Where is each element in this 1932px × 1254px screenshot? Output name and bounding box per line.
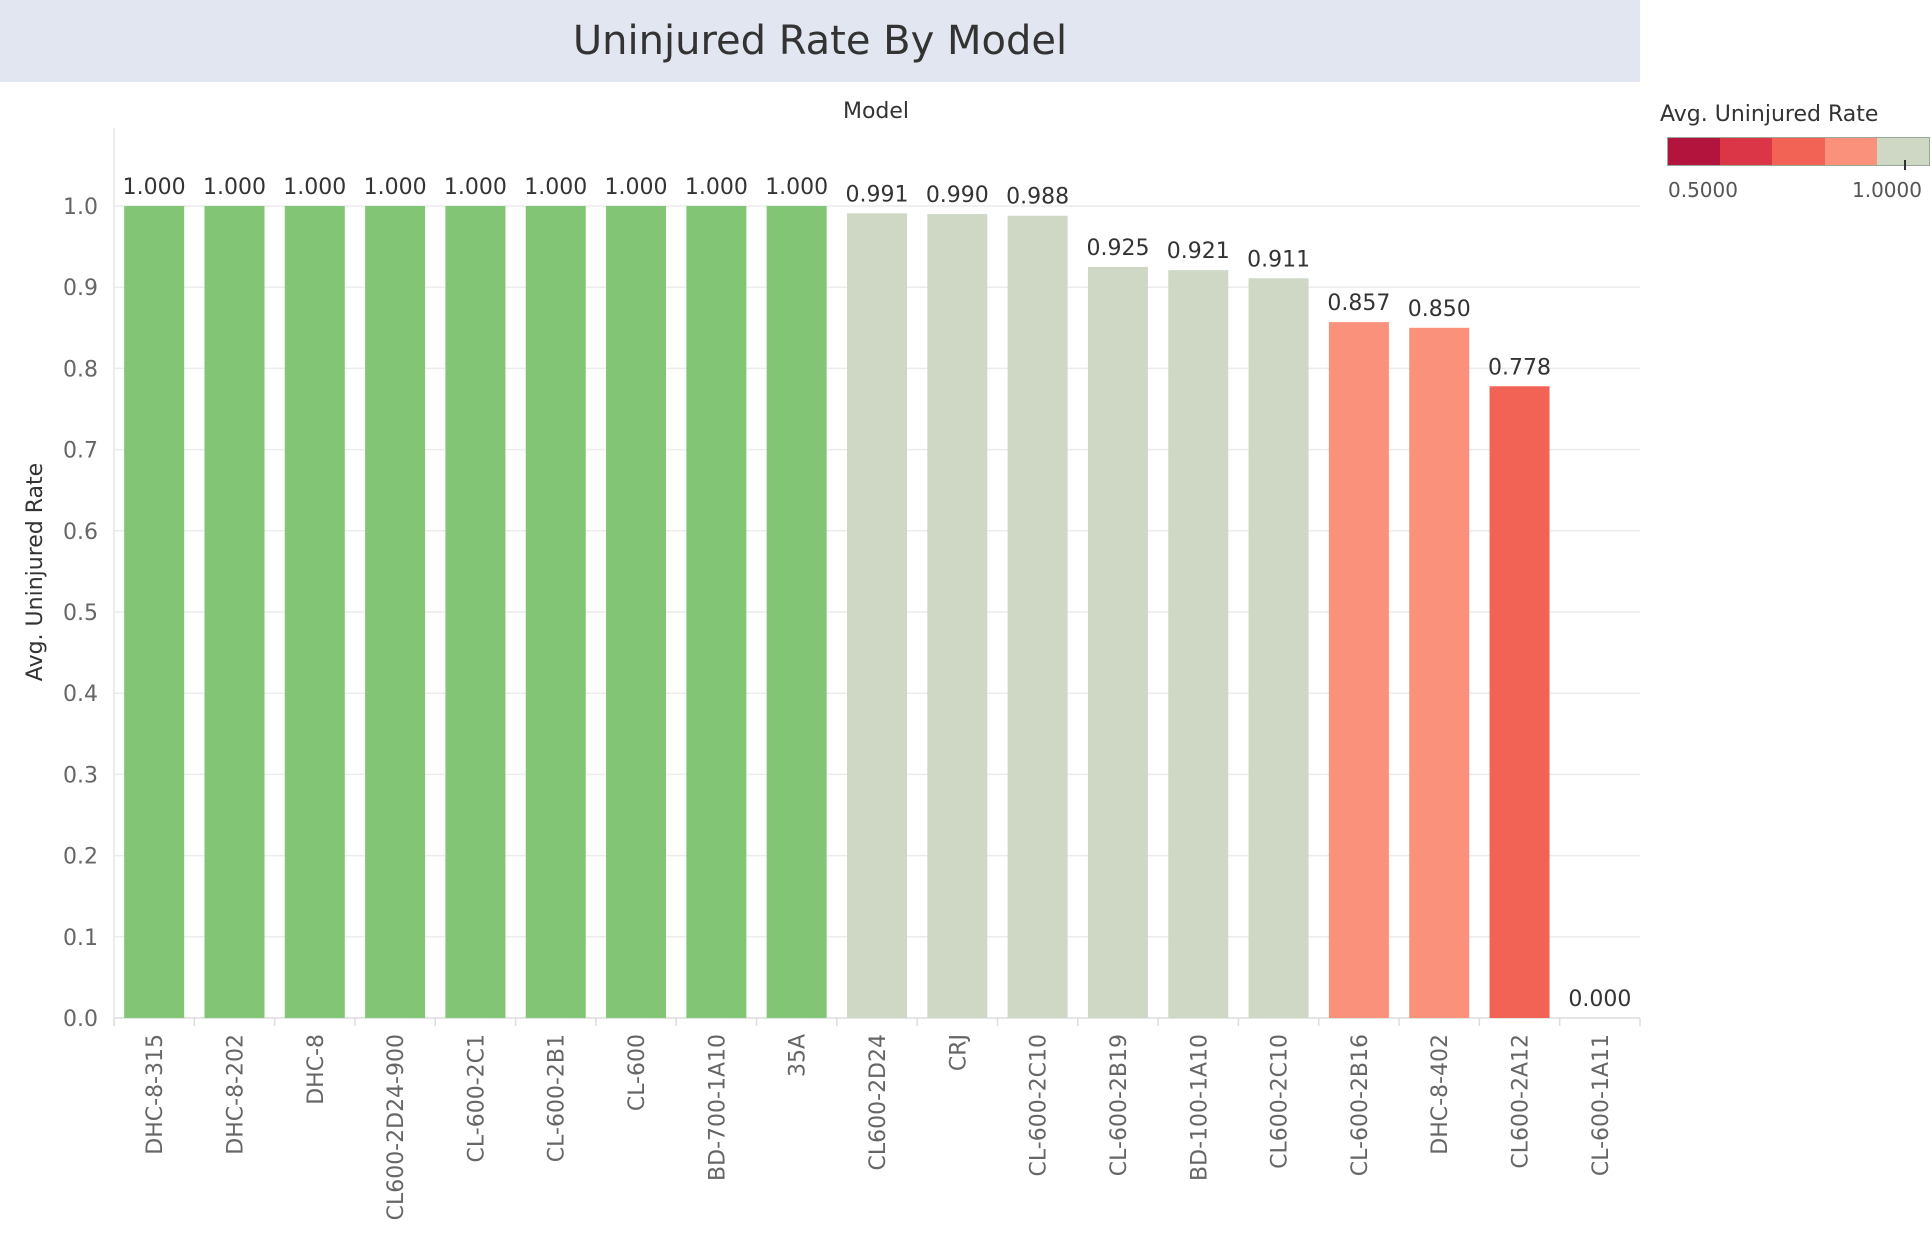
x-tick-label: CL600-2A12 [1509, 1034, 1534, 1169]
bar [284, 206, 345, 1018]
y-tick-label: 0.8 [63, 357, 98, 382]
y-tick-label: 0.1 [63, 926, 98, 951]
bar-value-label: 0.850 [1408, 297, 1471, 322]
bar [1007, 215, 1068, 1018]
bar-value-label: 0.991 [846, 182, 909, 207]
legend-max-label: 1.0000 [1852, 178, 1922, 202]
bar [847, 213, 907, 1019]
x-tick-label: CL600-2D24-900 [384, 1034, 409, 1220]
y-tick-label: 0.5 [63, 601, 98, 626]
x-tick-label: DHC-8-402 [1428, 1034, 1453, 1155]
bar [606, 206, 667, 1018]
title-bar: Uninjured Rate By Model [0, 0, 1640, 82]
x-tick-label: CRJ [946, 1034, 971, 1071]
x-tick-label: BD-100-1A10 [1187, 1034, 1212, 1181]
column-header-label: Model [843, 99, 909, 124]
y-tick-label: 0.3 [63, 763, 98, 788]
bar-value-label: 1.000 [283, 175, 346, 200]
x-tick-label: BD-700-1A10 [705, 1034, 730, 1181]
legend-title: Avg. Uninjured Rate [1660, 102, 1879, 127]
x-tick-label: DHC-8-315 [143, 1034, 168, 1155]
bar [124, 206, 185, 1018]
legend-swatch [1824, 138, 1877, 165]
bar-value-label: 1.000 [203, 175, 266, 200]
bar-value-label: 1.000 [685, 175, 748, 200]
bar-value-label: 1.000 [444, 175, 507, 200]
bar [525, 206, 586, 1018]
y-tick-label: 1.0 [63, 195, 98, 220]
legend-tick-mark [1904, 160, 1906, 170]
legend-min-label: 0.5000 [1668, 178, 1738, 202]
x-tick-label: CL-600-2C10 [1027, 1034, 1052, 1176]
legend-swatch [1876, 138, 1930, 165]
y-tick-label: 0.2 [63, 845, 98, 870]
legend-swatch [1720, 138, 1773, 165]
bar [204, 206, 265, 1018]
bar-value-label: 1.000 [123, 175, 186, 200]
x-tick-label: CL600-2C10 [1268, 1034, 1293, 1169]
bar [686, 206, 747, 1018]
bar [1087, 266, 1148, 1018]
bar-value-label: 0.925 [1086, 236, 1149, 261]
bar [1328, 322, 1389, 1019]
y-tick-label: 0.7 [63, 439, 98, 464]
bar [1248, 278, 1309, 1018]
x-tick-label: CL-600-2B1 [545, 1034, 570, 1162]
bar-value-label: 0.000 [1568, 987, 1631, 1012]
legend-swatch [1668, 138, 1721, 165]
bar [1409, 327, 1470, 1018]
bar [927, 214, 988, 1018]
y-tick-label: 0.4 [63, 682, 98, 707]
bar-value-label: 0.990 [926, 183, 989, 208]
x-tick-label: CL-600-2B19 [1107, 1034, 1132, 1176]
bar-value-label: 0.988 [1006, 185, 1069, 210]
y-axis-title: Avg. Uninjured Rate [23, 463, 48, 681]
color-legend-gradient [1667, 137, 1930, 166]
legend-swatch [1772, 138, 1825, 165]
y-tick-label: 0.0 [63, 1007, 98, 1032]
bar [766, 206, 827, 1018]
x-tick-label: CL-600-2B16 [1348, 1034, 1373, 1176]
bar-value-label: 0.921 [1167, 239, 1230, 264]
y-tick-label: 0.9 [63, 276, 98, 301]
bar-value-label: 1.000 [364, 175, 427, 200]
chart-title: Uninjured Rate By Model [572, 18, 1068, 64]
bar-value-label: 0.911 [1247, 247, 1310, 272]
x-tick-label: DHC-8 [304, 1034, 329, 1105]
y-tick-label: 0.6 [63, 520, 98, 545]
bar-value-label: 1.000 [524, 175, 587, 200]
bar-value-label: 0.778 [1488, 355, 1551, 380]
bar [365, 206, 426, 1018]
bar-value-label: 1.000 [605, 175, 668, 200]
bar-value-label: 1.000 [765, 175, 828, 200]
x-tick-label: DHC-8-202 [223, 1034, 248, 1155]
x-tick-label: CL-600-1A11 [1589, 1034, 1614, 1176]
bar [1168, 270, 1229, 1018]
bar-value-label: 0.857 [1327, 291, 1390, 316]
x-tick-label: CL600-2D24 [866, 1034, 891, 1170]
x-tick-label: CL-600-2C1 [464, 1034, 489, 1162]
x-tick-label: 35A [786, 1034, 811, 1077]
bar [445, 206, 506, 1018]
bar [1489, 386, 1550, 1018]
x-tick-label: CL-600 [625, 1034, 650, 1111]
